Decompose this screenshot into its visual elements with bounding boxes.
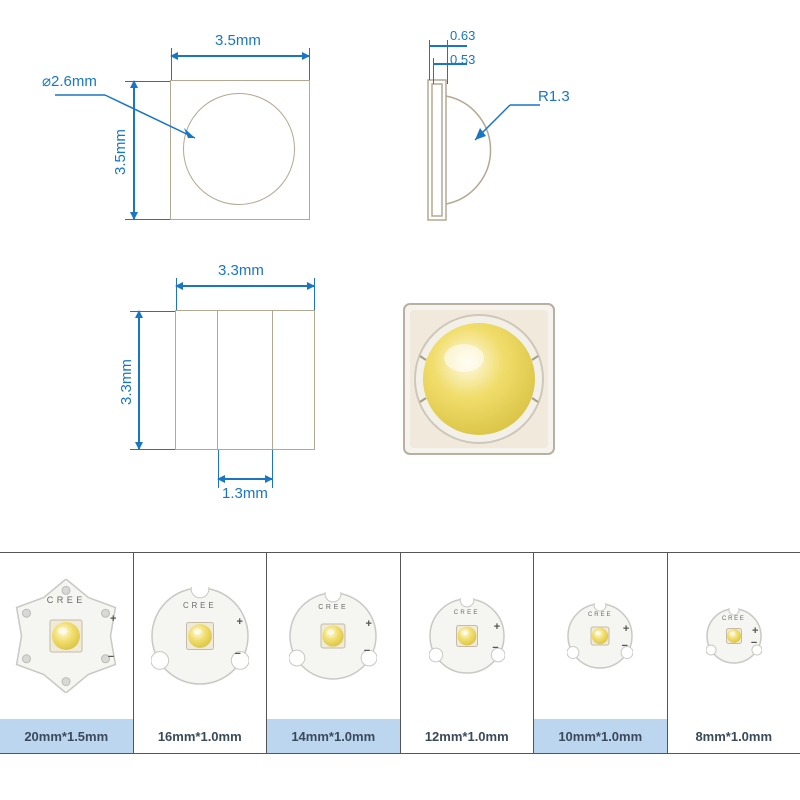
ext-line (447, 40, 448, 84)
dim-pad-width (176, 285, 314, 287)
pcb-image-row: CREE + − CREE + − (0, 553, 800, 719)
pcb-size-label: 8mm*1.0mm (668, 719, 800, 753)
pcb-cell: CREE + − (0, 553, 134, 719)
pcb-cell: CREE + − (134, 553, 268, 719)
pad-left (175, 310, 218, 450)
dim-pad-height (138, 311, 140, 449)
pcb-size-label: 12mm*1.0mm (401, 719, 535, 753)
dim-top-width (171, 55, 309, 57)
pcb-size-label: 16mm*1.0mm (134, 719, 268, 753)
dim-outer (429, 45, 467, 47)
label-pad-gap: 1.3mm (222, 485, 268, 502)
pcb-size-strip: CREE + − CREE + − (0, 552, 800, 754)
pcb-size-label: 20mm*1.5mm (0, 719, 134, 753)
ext-line (433, 58, 434, 84)
pcb-size-label: 10mm*1.0mm (534, 719, 668, 753)
pcb-cell: CREE + − (401, 553, 535, 719)
pad-footprint (175, 310, 315, 450)
label-top-width: 3.5mm (215, 32, 261, 49)
pcb-cell: CREE + − (668, 553, 800, 719)
pcb-cell: CREE + − (267, 553, 401, 719)
label-lens-radius: R1.3 (538, 88, 570, 105)
label-profile-outer: 0.63 (450, 28, 475, 43)
label-profile-inner: 0.53 (450, 52, 475, 67)
side-profile (428, 80, 456, 220)
technical-drawing-area: 3.5mm 3.5mm ⌀2.6mm 0.63 0.53 R1.3 (0, 0, 800, 540)
label-lens-diameter: ⌀2.6mm (42, 72, 97, 90)
pcb-cell: CREE + − (534, 553, 668, 719)
label-pad-height: 3.3mm (118, 359, 135, 405)
label-pad-width: 3.3mm (218, 262, 264, 279)
radius-leader (470, 100, 560, 170)
led-photo (400, 300, 560, 460)
pad-right (272, 310, 315, 450)
dim-pad-gap (218, 478, 272, 480)
pcb-size-label: 14mm*1.0mm (267, 719, 401, 753)
pcb-label-row: 20mm*1.5mm16mm*1.0mm14mm*1.0mm12mm*1.0mm… (0, 719, 800, 753)
